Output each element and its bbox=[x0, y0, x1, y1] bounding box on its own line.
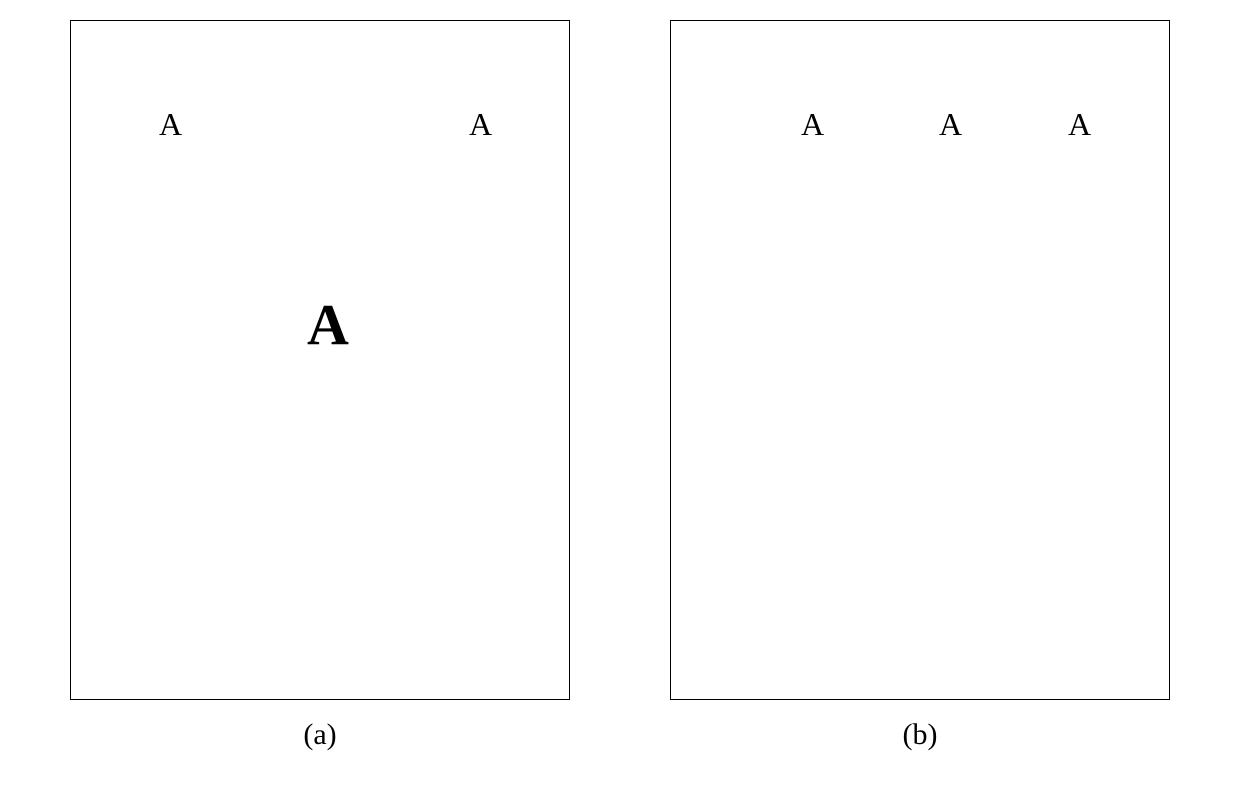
caption-b: (b) bbox=[903, 718, 938, 752]
letter-a-1: A bbox=[469, 106, 492, 143]
letter-a-0: A bbox=[159, 106, 182, 143]
panel-wrapper-a: A A A (a) bbox=[70, 20, 570, 752]
caption-a: (a) bbox=[303, 718, 336, 752]
letter-b-2: A bbox=[1068, 106, 1091, 143]
panel-a: A A A bbox=[70, 20, 570, 700]
letter-b-1: A bbox=[939, 106, 962, 143]
letter-a-2: A bbox=[307, 291, 349, 358]
panel-wrapper-b: A A A (b) bbox=[670, 20, 1170, 752]
letter-b-0: A bbox=[801, 106, 824, 143]
panel-b: AAA bbox=[670, 20, 1170, 700]
diagram-container: A A A (a) A A A (b) bbox=[0, 0, 1240, 752]
